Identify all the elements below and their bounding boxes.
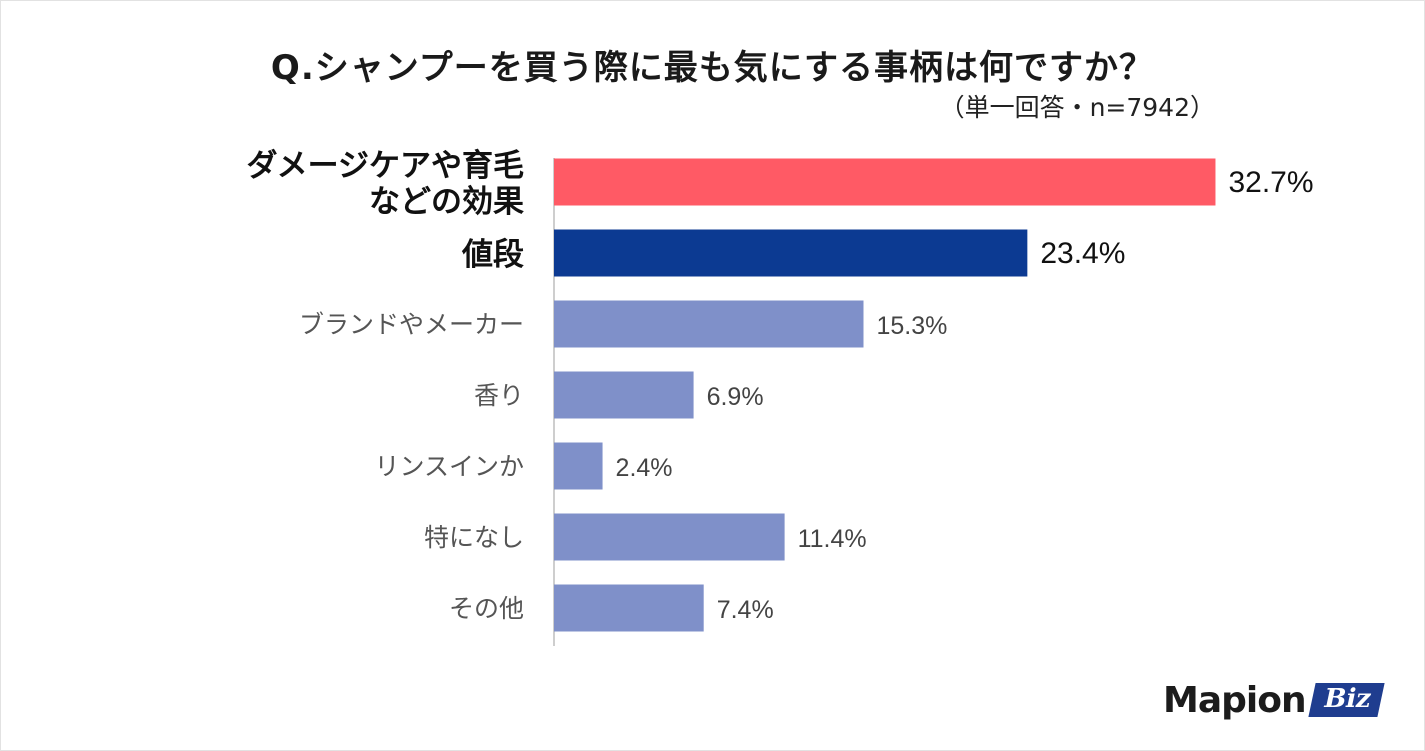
category-label-3-0: 香り bbox=[474, 381, 524, 410]
category-label-1-0: 値段 bbox=[461, 237, 524, 273]
category-label-4-0: リンスインか bbox=[374, 452, 524, 481]
value-label-4: 2.4% bbox=[616, 454, 673, 482]
category-label-0-1: などの効果 bbox=[369, 184, 524, 220]
mapion-biz-logo: Mapion Biz bbox=[1163, 679, 1384, 721]
bar-0 bbox=[554, 158, 1216, 206]
bar-5 bbox=[554, 513, 785, 561]
value-label-0: 32.7% bbox=[1228, 166, 1313, 199]
category-label-6-0: その他 bbox=[449, 594, 524, 623]
bar-6 bbox=[554, 584, 704, 632]
logo-badge: Biz bbox=[1307, 683, 1384, 717]
value-label-6: 7.4% bbox=[717, 596, 774, 624]
value-label-5: 11.4% bbox=[798, 525, 867, 553]
chart-subtitle: （単一回答・n=7942） bbox=[939, 93, 1215, 122]
value-label-1: 23.4% bbox=[1040, 237, 1125, 270]
bar-1 bbox=[554, 229, 1028, 277]
category-label-0-0: ダメージケアや育毛 bbox=[247, 148, 524, 184]
category-label-5-0: 特になし bbox=[424, 523, 524, 552]
category-label-2-0: ブランドやメーカー bbox=[299, 310, 524, 339]
chart-title: Q.シャンプーを買う際に最も気にする事柄は何ですか？ bbox=[270, 48, 1155, 88]
bar-2 bbox=[554, 300, 864, 348]
bar-3 bbox=[554, 371, 694, 419]
logo-text: Mapion bbox=[1163, 679, 1307, 721]
value-label-2: 15.3% bbox=[876, 312, 947, 340]
bar-4 bbox=[554, 442, 603, 490]
value-label-3: 6.9% bbox=[707, 383, 764, 411]
